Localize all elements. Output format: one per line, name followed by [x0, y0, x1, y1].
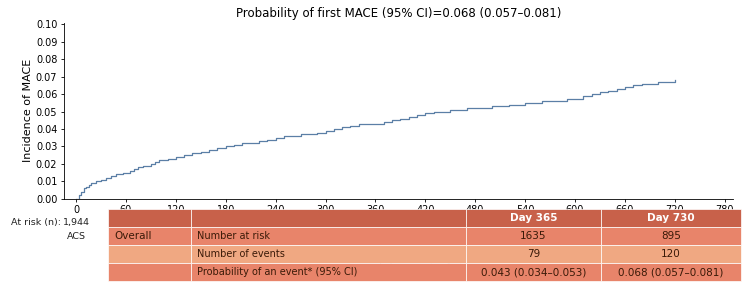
Text: 1,555: 1,555 — [412, 218, 439, 227]
Text: At risk (n):: At risk (n): — [10, 218, 61, 227]
Text: 1,842: 1,842 — [162, 218, 189, 227]
Bar — [191, 227, 465, 245]
Bar — [191, 209, 465, 227]
Text: Number of events: Number of events — [197, 249, 285, 259]
Text: 1,863: 1,863 — [112, 218, 140, 227]
Text: Day 730: Day 730 — [647, 213, 695, 223]
Text: 0.068 (0.057–0.081): 0.068 (0.057–0.081) — [619, 267, 723, 277]
Bar — [465, 227, 601, 245]
Y-axis label: Incidence of MACE: Incidence of MACE — [23, 59, 33, 162]
Text: 1,643: 1,643 — [362, 218, 389, 227]
Text: 1,726: 1,726 — [312, 218, 339, 227]
Bar — [601, 209, 741, 227]
Bar — [191, 245, 465, 263]
Text: Day 365: Day 365 — [510, 213, 557, 223]
Bar — [465, 209, 601, 227]
Bar — [108, 245, 191, 263]
Bar — [108, 227, 191, 245]
Bar — [108, 263, 191, 281]
Text: Probability of an event* (95% CI): Probability of an event* (95% CI) — [197, 267, 358, 277]
Bar — [108, 209, 191, 227]
Text: Number at risk: Number at risk — [197, 231, 270, 241]
Text: 79: 79 — [527, 249, 540, 259]
Text: Overall: Overall — [114, 231, 153, 241]
Text: 1,944: 1,944 — [63, 218, 90, 227]
Text: 0.043 (0.034–0.053): 0.043 (0.034–0.053) — [481, 267, 586, 277]
Text: 1635: 1635 — [521, 231, 547, 241]
X-axis label: Follow-up period (days): Follow-up period (days) — [333, 254, 464, 264]
Bar — [601, 245, 741, 263]
Text: 1,478: 1,478 — [611, 218, 639, 227]
Text: ACS: ACS — [67, 232, 85, 241]
Bar — [465, 263, 601, 281]
Text: 1,091: 1,091 — [661, 218, 688, 227]
Text: 1,505: 1,505 — [562, 218, 589, 227]
Bar — [601, 263, 741, 281]
Text: 895: 895 — [661, 231, 681, 241]
Bar — [465, 245, 601, 263]
Text: 120: 120 — [661, 249, 681, 259]
Text: 1,538: 1,538 — [462, 218, 488, 227]
Title: Probability of first MACE (95% CI)=0.068 (0.057–0.081): Probability of first MACE (95% CI)=0.068… — [236, 7, 561, 20]
Text: 1,810: 1,810 — [212, 218, 239, 227]
Text: 1,522: 1,522 — [512, 218, 539, 227]
Bar — [601, 227, 741, 245]
Text: 1,761: 1,761 — [262, 218, 289, 227]
Bar — [191, 263, 465, 281]
